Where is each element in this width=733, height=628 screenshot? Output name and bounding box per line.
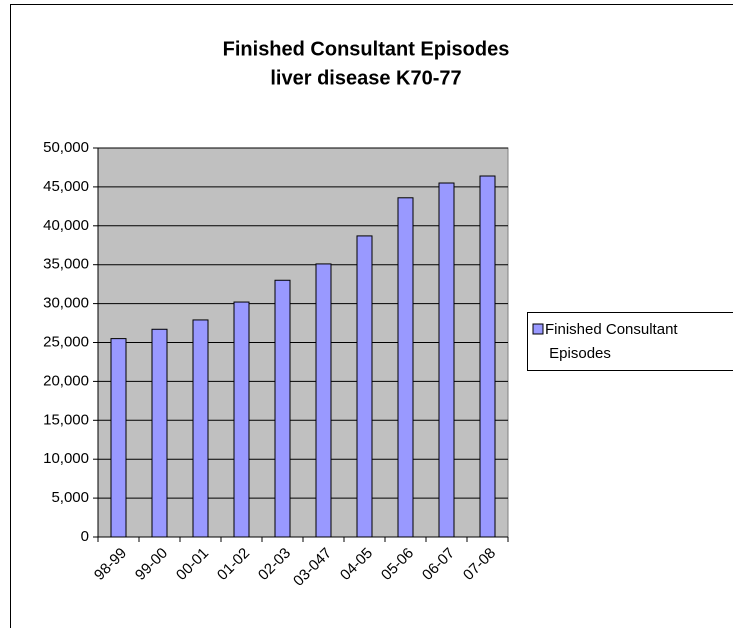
y-tick-label: 45,000 bbox=[43, 178, 89, 195]
bar bbox=[438, 182, 455, 538]
bar bbox=[479, 175, 496, 538]
chart-title: Finished Consultant Episodes bbox=[223, 38, 510, 60]
y-tick-label: 0 bbox=[81, 528, 89, 545]
y-tick-label: 10,000 bbox=[43, 450, 89, 467]
y-tick-label: 35,000 bbox=[43, 256, 89, 273]
bar bbox=[110, 338, 127, 538]
bar bbox=[274, 279, 291, 538]
y-tick-label: 30,000 bbox=[43, 295, 89, 312]
legend-box bbox=[527, 312, 733, 371]
y-tick-label: 50,000 bbox=[43, 139, 89, 156]
y-tick-label: 15,000 bbox=[43, 411, 89, 428]
bar bbox=[233, 301, 250, 538]
y-tick-label: 20,000 bbox=[43, 372, 89, 389]
legend-swatch bbox=[532, 323, 544, 335]
legend-label: Finished Consultant Episodes bbox=[545, 321, 678, 362]
y-tick-label: 5,000 bbox=[51, 489, 89, 506]
y-tick-label: 25,000 bbox=[43, 333, 89, 350]
bar bbox=[192, 319, 209, 538]
y-tick-label: 40,000 bbox=[43, 217, 89, 234]
bar bbox=[356, 235, 373, 538]
bar bbox=[315, 263, 332, 538]
bar bbox=[151, 328, 168, 538]
bar bbox=[397, 197, 414, 538]
chart-subtitle: liver disease K70-77 bbox=[270, 67, 461, 89]
